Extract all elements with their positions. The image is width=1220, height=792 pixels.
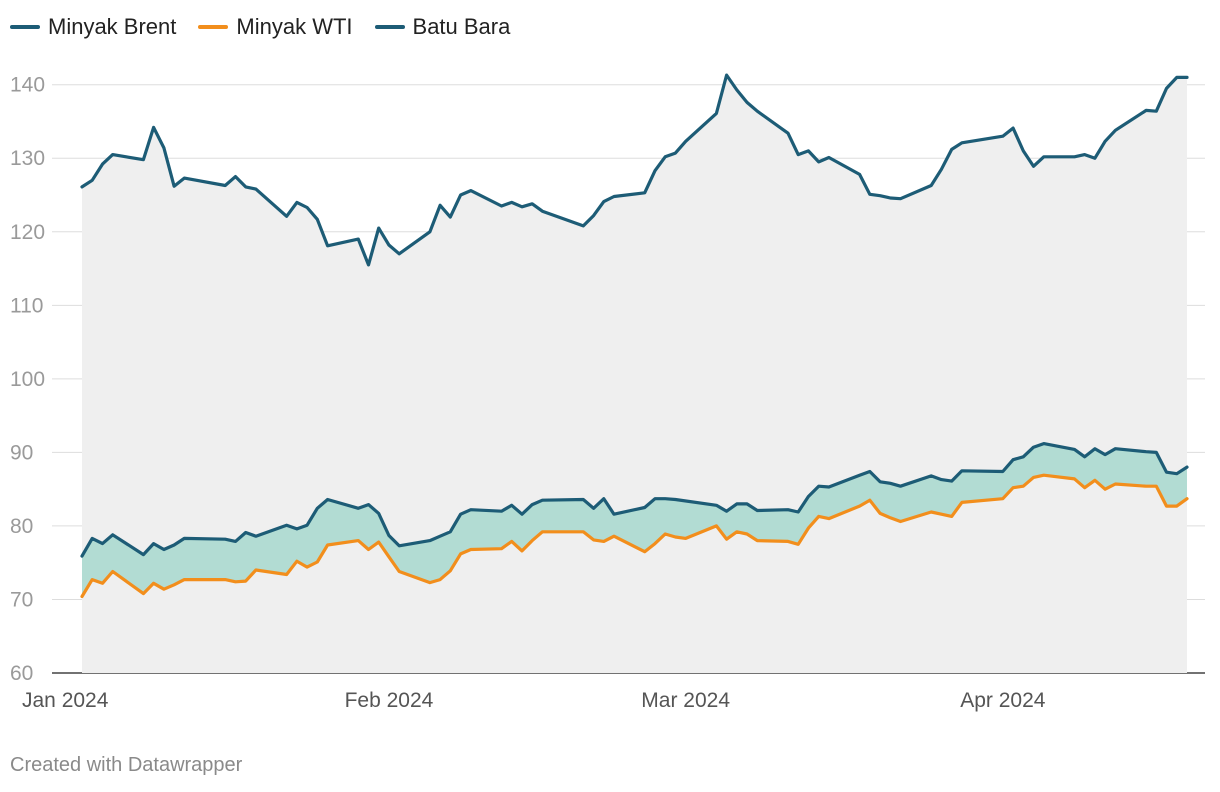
chart-legend: Minyak Brent Minyak WTI Batu Bara — [10, 14, 510, 40]
legend-label-batu-bara: Batu Bara — [412, 14, 511, 39]
series-line-minyak-brent — [80, 442, 1189, 558]
x-tick-label-apr-2024: Apr 2024 — [960, 689, 1046, 712]
y-tick-label-130: 130 — [10, 147, 45, 170]
area-brent-wti-spread — [82, 443, 1187, 597]
y-tick-label-100: 100 — [10, 368, 45, 391]
y-tick-label-70: 70 — [10, 588, 33, 611]
area-batu-bara — [82, 75, 1187, 674]
footer-credit: Created with Datawrapper — [10, 754, 243, 776]
y-tick-label-60: 60 — [10, 662, 33, 685]
legend-swatch-minyak-wti — [198, 25, 229, 29]
legend-swatch-minyak-brent — [10, 25, 40, 29]
legend-item-batu-bara: Batu Bara — [374, 14, 511, 40]
chart-areas — [82, 75, 1187, 674]
legend-swatch-batu-bara — [374, 25, 405, 29]
legend-item-minyak-brent: Minyak Brent — [10, 14, 176, 40]
x-tick-label-jan-2024: Jan 2024 — [22, 689, 109, 712]
series-line-minyak-wti — [80, 473, 1189, 599]
axis-ticks: 60 70 80 90 100 110 120 130 140 Jan 2024 Feb 2024 M… — [10, 74, 1046, 712]
y-tick-label-110: 110 — [10, 294, 43, 317]
legend-label-minyak-brent: Minyak Brent — [48, 14, 177, 39]
y-tick-label-90: 90 — [10, 441, 33, 464]
x-tick-label-feb-2024: Feb 2024 — [345, 689, 434, 712]
x-tick-label-mar-2024: Mar 2024 — [641, 689, 730, 712]
y-tick-label-80: 80 — [10, 515, 33, 538]
y-tick-label-140: 140 — [10, 74, 45, 97]
y-tick-label-120: 120 — [10, 221, 45, 244]
series-line-batu-bara — [80, 73, 1189, 267]
legend-item-minyak-wti: Minyak WTI — [198, 14, 353, 40]
legend-label-minyak-wti: Minyak WTI — [236, 14, 353, 39]
series-lines — [80, 73, 1189, 599]
